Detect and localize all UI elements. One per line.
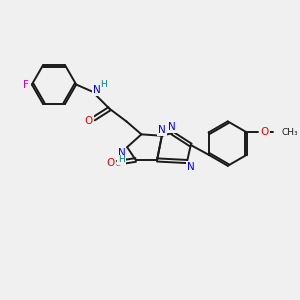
Text: H: H: [118, 155, 125, 164]
Text: N: N: [118, 148, 125, 158]
Text: O: O: [261, 128, 269, 137]
Text: N: N: [158, 124, 166, 134]
Text: CH₃: CH₃: [282, 128, 298, 137]
Text: O: O: [85, 116, 93, 126]
Text: O: O: [107, 158, 115, 168]
Text: H: H: [100, 80, 107, 89]
Text: N: N: [93, 85, 101, 95]
Text: F: F: [22, 80, 28, 89]
Text: N: N: [168, 122, 176, 132]
Text: N: N: [188, 162, 195, 172]
